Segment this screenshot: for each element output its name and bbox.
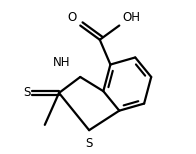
Text: NH: NH [53, 56, 71, 69]
Text: S: S [23, 86, 31, 99]
Text: S: S [85, 137, 93, 150]
Text: OH: OH [123, 11, 141, 24]
Text: O: O [67, 11, 77, 24]
